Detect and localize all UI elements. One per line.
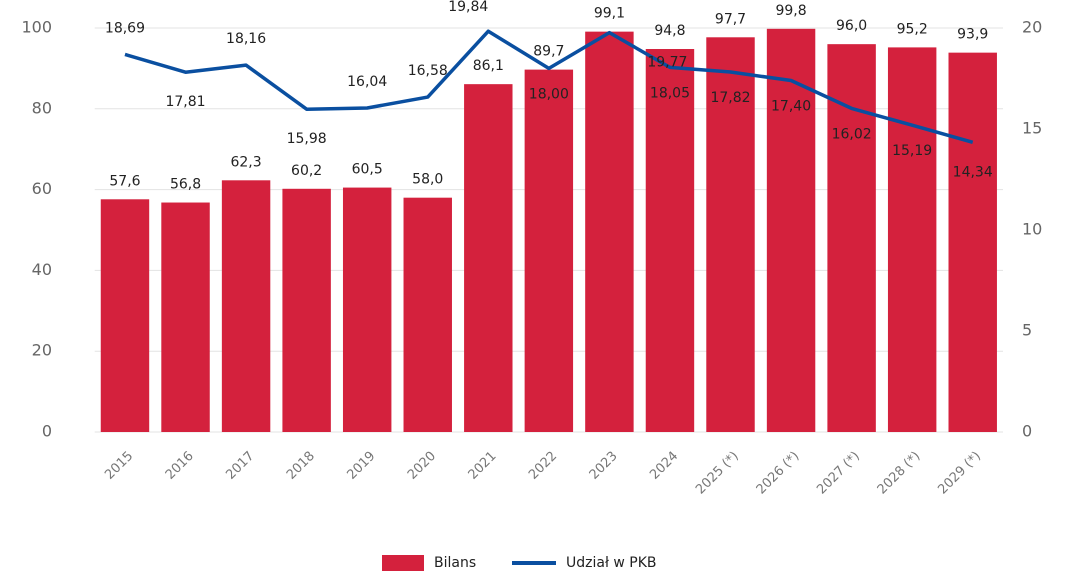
y2-tick-label: 0 bbox=[1022, 422, 1032, 441]
x-tick-label: 2020 bbox=[405, 449, 439, 483]
y-tick-label: 40 bbox=[32, 260, 52, 279]
y-tick-label: 60 bbox=[32, 179, 52, 198]
line-value-label: 15,98 bbox=[287, 131, 327, 147]
x-tick-label: 2016 bbox=[163, 449, 197, 483]
bar-value-label: 56,8 bbox=[170, 177, 201, 193]
bar bbox=[887, 47, 937, 432]
line-value-label: 18,16 bbox=[226, 31, 266, 47]
bar bbox=[948, 52, 997, 432]
line-value-label: 16,04 bbox=[347, 74, 387, 90]
x-tick-label: 2021 bbox=[466, 449, 500, 483]
bar bbox=[766, 28, 816, 432]
line-value-label: 18,05 bbox=[650, 85, 690, 101]
y-tick-label: 0 bbox=[42, 422, 52, 441]
x-tick-label: 2018 bbox=[284, 449, 318, 483]
bar bbox=[585, 31, 634, 433]
x-tick-label: 2028 (*) bbox=[875, 449, 924, 498]
line-value-label: 18,00 bbox=[529, 86, 569, 102]
bar bbox=[342, 187, 392, 432]
x-tick-label: 2029 (*) bbox=[935, 449, 984, 498]
y-tick-label: 20 bbox=[32, 341, 52, 360]
bar-value-label: 60,2 bbox=[291, 163, 322, 179]
line-value-label: 16,02 bbox=[832, 126, 872, 142]
y2-tick-label: 15 bbox=[1022, 119, 1042, 138]
line-value-label: 19,77 bbox=[647, 55, 687, 71]
bar-value-label: 99,8 bbox=[775, 3, 806, 19]
x-tick-label: 2017 bbox=[223, 449, 257, 483]
line-value-label: 17,82 bbox=[710, 90, 750, 106]
x-tick-label: 2023 bbox=[587, 449, 621, 483]
line bbox=[124, 29, 974, 145]
x-tick-label: 2019 bbox=[344, 449, 378, 483]
bar bbox=[403, 197, 452, 432]
legend-label: Bilans bbox=[434, 555, 476, 571]
bar-value-label: 95,2 bbox=[897, 21, 928, 37]
bar-value-label: 99,1 bbox=[594, 6, 625, 22]
bar-value-label: 57,6 bbox=[109, 173, 140, 189]
line-value-label: 17,81 bbox=[165, 94, 205, 110]
x-tick-label: 2026 (*) bbox=[754, 449, 803, 498]
bar-value-label: 93,9 bbox=[957, 27, 988, 43]
bar bbox=[524, 69, 574, 432]
x-tick-label: 2022 bbox=[526, 449, 560, 483]
y-tick-label: 100 bbox=[21, 18, 52, 37]
line-value-label: 14,34 bbox=[953, 164, 993, 180]
line-value-label: 19,84 bbox=[448, 0, 488, 15]
y2-tick-label: 20 bbox=[1022, 18, 1042, 37]
bar bbox=[221, 180, 271, 432]
bar-value-label: 89,7 bbox=[533, 44, 564, 60]
line-value-label: 17,40 bbox=[771, 99, 811, 115]
bar-value-label: 94,8 bbox=[654, 23, 685, 39]
bar-value-label: 86,1 bbox=[473, 58, 504, 74]
bar bbox=[282, 188, 331, 432]
bar-value-label: 62,3 bbox=[230, 154, 261, 170]
bar bbox=[161, 202, 210, 432]
y-tick-label: 80 bbox=[32, 98, 52, 117]
x-tick-label: 2025 (*) bbox=[693, 449, 742, 498]
bar-value-label: 96,0 bbox=[836, 18, 867, 34]
line-value-label: 18,69 bbox=[105, 20, 145, 36]
bar bbox=[645, 49, 695, 433]
bar-value-label: 97,7 bbox=[715, 11, 746, 27]
line-value-label: 15,19 bbox=[892, 143, 932, 159]
bar-value-label: 58,0 bbox=[412, 172, 443, 188]
x-tick-label: 2027 (*) bbox=[814, 449, 863, 498]
legend-label: Udział w PKB bbox=[566, 555, 657, 571]
bar bbox=[706, 37, 755, 433]
y2-tick-label: 10 bbox=[1022, 220, 1042, 239]
bar bbox=[100, 199, 150, 432]
x-tick-label: 2015 bbox=[102, 449, 136, 483]
legend-swatch bbox=[382, 555, 424, 571]
bar-value-label: 60,5 bbox=[352, 162, 383, 178]
line-value-label: 16,58 bbox=[408, 63, 448, 79]
bar bbox=[464, 84, 513, 432]
y2-tick-label: 5 bbox=[1022, 321, 1032, 340]
x-tick-label: 2024 bbox=[647, 449, 681, 483]
